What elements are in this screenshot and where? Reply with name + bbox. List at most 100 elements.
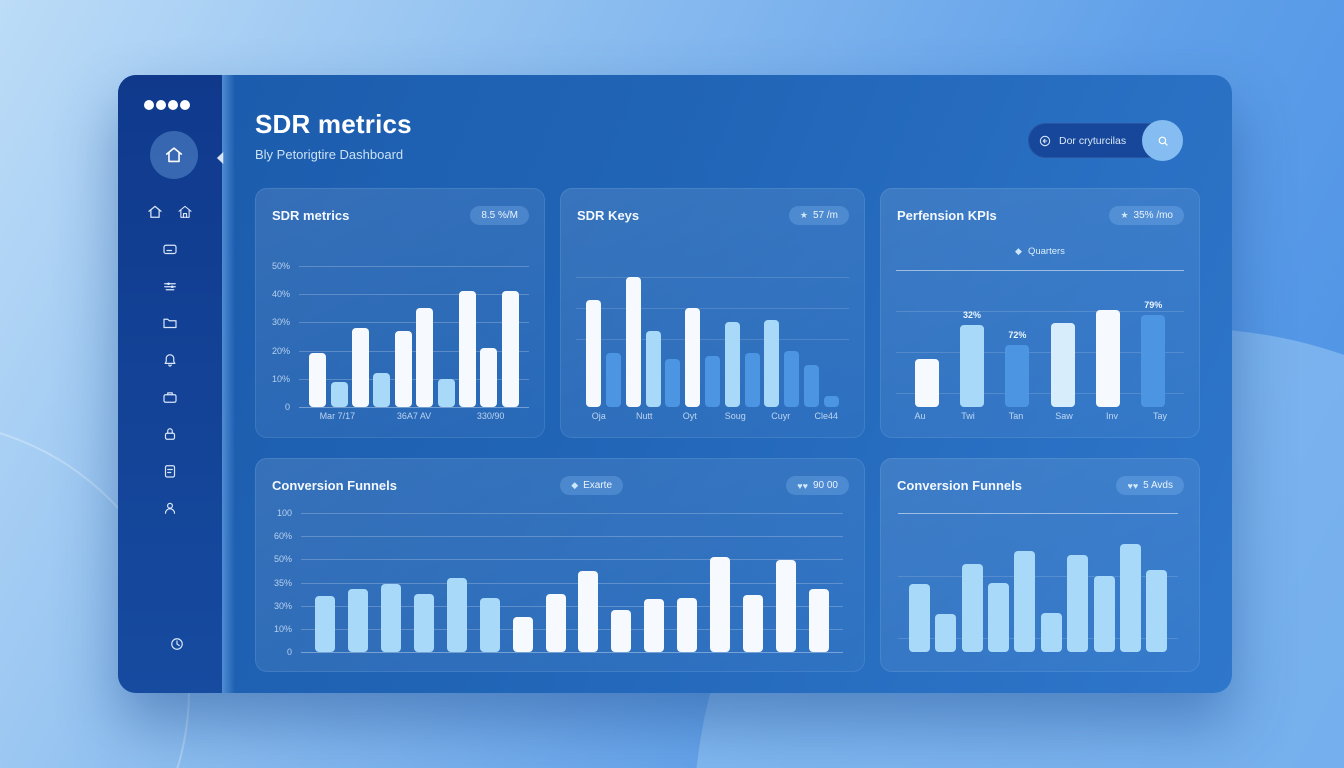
lock-icon[interactable] xyxy=(161,425,179,443)
bar xyxy=(309,353,327,407)
window-dots xyxy=(144,100,190,110)
bar xyxy=(352,328,370,407)
dashboard-panel: SDR metrics Bly Petorigtire Dashboard Do… xyxy=(118,75,1232,693)
bar xyxy=(645,330,661,407)
bar xyxy=(961,564,983,652)
bar xyxy=(704,356,720,407)
bar xyxy=(959,324,984,407)
home-outline-icon[interactable] xyxy=(176,203,194,221)
card-title: Conversion Funnels xyxy=(897,478,1022,493)
chart-conversion-funnels: 100 60% 50% 35% 30% 10% 0 xyxy=(271,508,845,657)
home-small-icon[interactable] xyxy=(146,203,164,221)
bar xyxy=(775,560,796,652)
bar xyxy=(330,381,348,407)
legend-label: Quarters xyxy=(1027,246,1065,257)
bar xyxy=(1014,550,1036,652)
bar xyxy=(446,578,467,652)
card-conversion-funnels-2: Conversion Funnels ♥♥ 5 Avds xyxy=(880,458,1200,672)
bar xyxy=(606,353,622,407)
card-conversion-funnels: Conversion Funnels ◆ Exarte ♥♥ 90 00 100 60… xyxy=(255,458,865,672)
chart-conversion-funnels-2 xyxy=(896,513,1180,654)
bar xyxy=(586,299,602,407)
bar xyxy=(823,395,839,407)
folder-icon[interactable] xyxy=(161,314,179,332)
bar xyxy=(394,330,412,407)
page-subtitle: Bly Petorigtire Dashboard xyxy=(255,147,404,162)
chart-sdr-keys: Oja Nutt Oyt Soug Cuyr Cle44 xyxy=(574,266,851,424)
bar xyxy=(315,596,336,652)
bar xyxy=(935,614,957,652)
center-badge: ◆ Exarte xyxy=(560,476,624,495)
bar xyxy=(1141,315,1166,407)
bar xyxy=(665,359,681,407)
clipboard-icon[interactable] xyxy=(161,462,179,480)
bar xyxy=(784,350,800,407)
bar xyxy=(348,589,369,652)
sidebar-nav xyxy=(118,203,222,517)
bell-icon[interactable] xyxy=(161,351,179,369)
circle-arrow-icon xyxy=(1038,134,1052,148)
sidebar-collapse-button[interactable] xyxy=(212,145,234,171)
star-icon: ★ xyxy=(1120,210,1129,220)
hearts-icon: ♥♥ xyxy=(1127,480,1139,491)
clock-icon[interactable] xyxy=(168,635,186,653)
bar xyxy=(1095,309,1120,407)
bar xyxy=(685,308,701,407)
bar xyxy=(744,353,760,407)
bar xyxy=(677,597,698,652)
bar xyxy=(1146,570,1168,652)
bar xyxy=(414,593,435,652)
metric-badge: ★ 57 /m xyxy=(788,206,849,225)
bar xyxy=(479,597,500,652)
bar xyxy=(578,571,599,652)
bar xyxy=(1040,613,1062,652)
bar xyxy=(437,378,455,407)
metric-badge: ★ 35% /mo xyxy=(1109,206,1184,225)
bar xyxy=(908,583,930,652)
main-content: SDR metrics Bly Petorigtire Dashboard Do… xyxy=(222,75,1232,693)
search-text: Dor cryturcilas xyxy=(1059,134,1127,147)
bar xyxy=(381,583,402,652)
bar xyxy=(1119,543,1141,652)
bar xyxy=(512,617,533,652)
card-perfension-kpis: Perfension KPIs ★ 35% /mo ◆ Quarters 32% 7… xyxy=(880,188,1200,438)
bar xyxy=(803,364,819,407)
card-title: Conversion Funnels xyxy=(272,478,397,493)
bar xyxy=(1093,575,1115,652)
bar xyxy=(416,308,434,407)
page-title: SDR metrics xyxy=(255,109,412,139)
bar xyxy=(1050,323,1075,407)
message-card-icon[interactable] xyxy=(161,240,179,258)
bar xyxy=(373,373,391,407)
bar xyxy=(764,319,780,407)
card-title: SDR metrics xyxy=(272,208,350,223)
star-icon: ★ xyxy=(799,210,808,220)
metric-badge: 8.5 %/M xyxy=(470,206,529,225)
bar xyxy=(987,582,1009,652)
bar xyxy=(914,359,939,407)
briefcase-icon[interactable] xyxy=(161,388,179,406)
sliders-icon[interactable] xyxy=(161,277,179,295)
chart-legend: ◆ Quarters xyxy=(880,246,1200,257)
bar xyxy=(480,347,498,407)
bar xyxy=(1067,554,1089,652)
diamond-icon: ◆ xyxy=(571,480,579,490)
sidebar xyxy=(118,75,222,693)
search-bar[interactable]: Dor cryturcilas xyxy=(1028,120,1183,161)
user-icon[interactable] xyxy=(161,499,179,517)
card-title: Perfension KPIs xyxy=(897,208,997,223)
bar xyxy=(742,595,763,652)
bar xyxy=(724,322,740,407)
sidebar-home-button[interactable] xyxy=(150,131,198,179)
home-icon xyxy=(163,144,185,166)
right-badge: ♥♥ 90 00 xyxy=(786,476,849,495)
search-button[interactable] xyxy=(1142,120,1183,161)
bar xyxy=(501,291,519,407)
sidebar-edge-highlight xyxy=(222,75,235,693)
bar xyxy=(1005,345,1030,407)
bar xyxy=(545,593,566,652)
bar xyxy=(459,291,477,407)
chart-perfension-kpis: 32% 72% 79% Au Twi Tan Saw Inv Tay xyxy=(894,270,1186,424)
diamond-icon: ◆ xyxy=(1015,246,1022,256)
card-sdr-keys: SDR Keys ★ 57 /m Oja Nutt Oyt Soug Cuyr Cle44 xyxy=(560,188,865,438)
